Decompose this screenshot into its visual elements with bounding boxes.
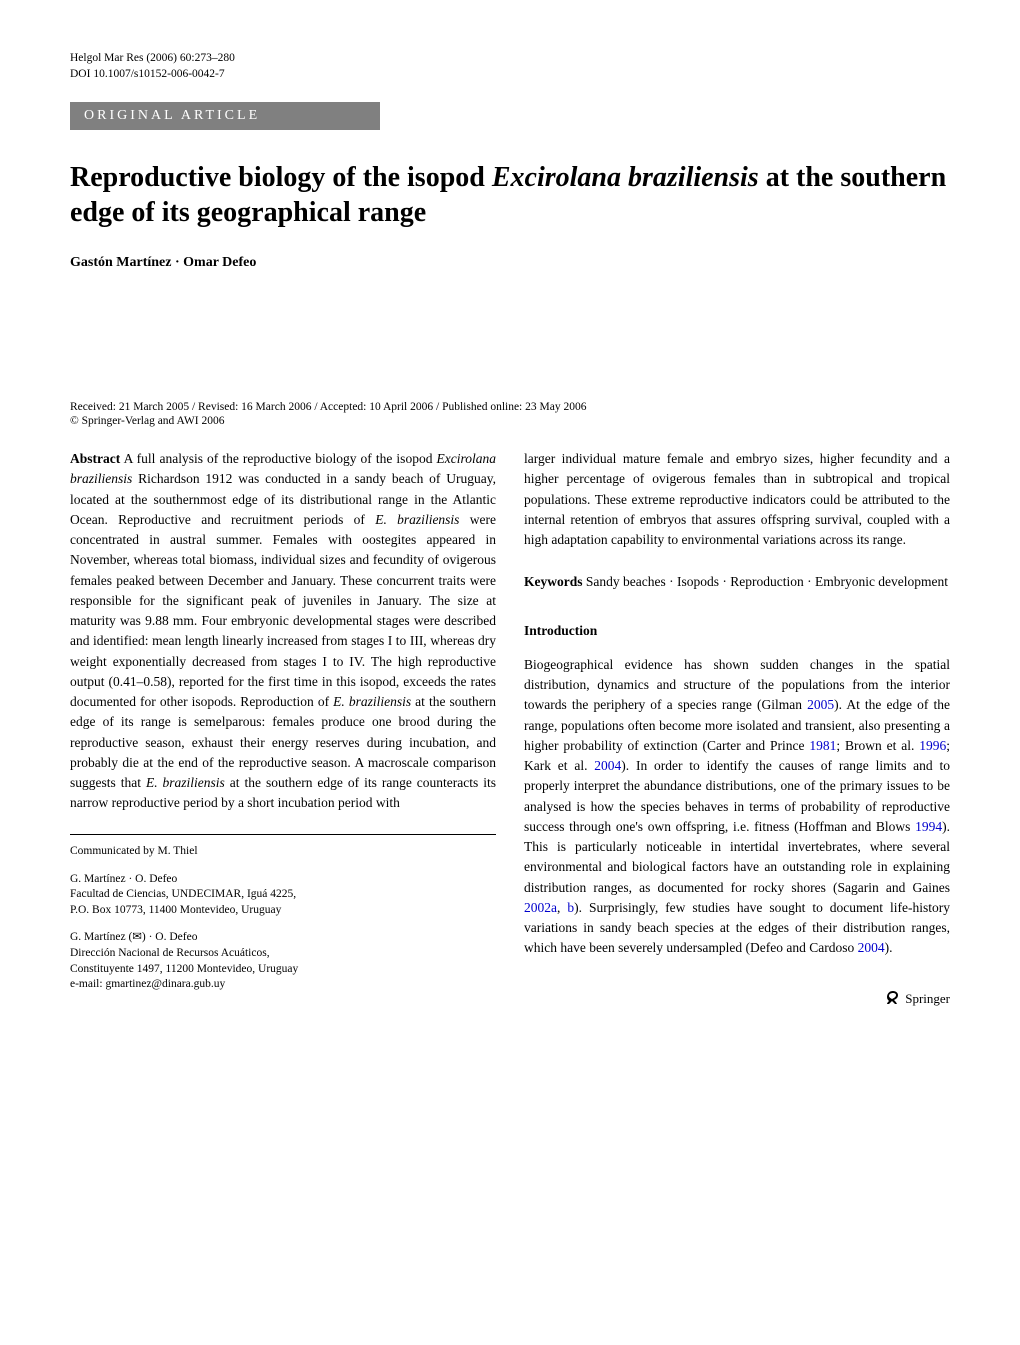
two-column-layout: Abstract A full analysis of the reproduc… [70, 449, 950, 1012]
ref-brown[interactable]: 1996 [919, 738, 946, 753]
journal-line: Helgol Mar Res (2006) 60:273–280 [70, 50, 950, 66]
affiliation-block-2: G. Martínez (✉) · O. Defeo Dirección Nac… [70, 930, 496, 992]
introduction-heading: Introduction [524, 621, 950, 641]
abstract-text-1: A full analysis of the reproductive biol… [120, 451, 436, 466]
aff2-authors: G. Martínez (✉) · O. Defeo [70, 930, 496, 946]
separator-line [70, 834, 496, 835]
doi-line: DOI 10.1007/s10152-006-0042-7 [70, 66, 950, 82]
abstract-continuation: larger individual mature female and embr… [524, 449, 950, 550]
title-species: Excirolana braziliensis [492, 162, 759, 193]
aff1-line2: Facultad de Ciencias, UNDECIMAR, Iguá 42… [70, 887, 496, 903]
keywords-label: Keywords [524, 574, 583, 589]
intro-c: ; Brown et al. [836, 738, 919, 753]
article-type-banner: ORIGINAL ARTICLE [70, 102, 380, 130]
ref-hoffman[interactable]: 1994 [915, 819, 942, 834]
left-column: Abstract A full analysis of the reproduc… [70, 449, 496, 1012]
springer-icon [885, 990, 901, 1006]
article-title: Reproductive biology of the isopod Excir… [70, 160, 950, 230]
authors: Gastón Martínez · Omar Defeo [70, 255, 950, 271]
aff2-line3: Constituyente 1497, 11200 Montevideo, Ur… [70, 962, 496, 978]
abstract-species-3: E. braziliensis [333, 694, 411, 709]
keywords-text: Sandy beaches · Isopods · Reproduction ·… [583, 574, 949, 589]
keywords-block: Keywords Sandy beaches · Isopods · Repro… [524, 572, 950, 592]
abstract-species-4: E. braziliensis [146, 775, 225, 790]
ref-carter[interactable]: 1981 [809, 738, 836, 753]
ref-kark[interactable]: 2004 [594, 758, 621, 773]
abstract-paragraph: Abstract A full analysis of the reproduc… [70, 449, 496, 814]
dates-line: Received: 21 March 2005 / Revised: 16 Ma… [70, 401, 950, 413]
title-part1: Reproductive biology of the isopod [70, 162, 492, 193]
copyright-line: © Springer-Verlag and AWI 2006 [70, 415, 950, 427]
springer-text: Springer [905, 989, 950, 1009]
communicated-by: Communicated by M. Thiel [70, 843, 496, 860]
abstract-species-2: E. braziliensis [375, 512, 459, 527]
abstract-label: Abstract [70, 451, 120, 466]
aff2-line2: Dirección Nacional de Recursos Acuáticos… [70, 946, 496, 962]
header-meta: Helgol Mar Res (2006) 60:273–280 DOI 10.… [70, 50, 950, 82]
introduction-paragraph: Biogeographical evidence has shown sudde… [524, 655, 950, 959]
springer-logo: Springer [885, 989, 950, 1009]
left-column-footer: Communicated by M. Thiel G. Martínez · O… [70, 834, 496, 993]
intro-g: , [557, 900, 567, 915]
ref-gilman[interactable]: 2005 [807, 697, 834, 712]
intro-i: ). [885, 940, 893, 955]
springer-footer: Springer [524, 989, 950, 1012]
ref-defeo[interactable]: 2004 [858, 940, 885, 955]
aff1-line3: P.O. Box 10773, 11400 Montevideo, Urugua… [70, 903, 496, 919]
ref-sagarin-a[interactable]: 2002a [524, 900, 557, 915]
affiliation-block-1: G. Martínez · O. Defeo Facultad de Cienc… [70, 872, 496, 919]
right-column: larger individual mature female and embr… [524, 449, 950, 1012]
aff2-email: e-mail: gmartinez@dinara.gub.uy [70, 977, 496, 993]
abstract-text-3: were concentrated in austral summer. Fem… [70, 512, 496, 709]
aff1-authors: G. Martínez · O. Defeo [70, 872, 496, 888]
